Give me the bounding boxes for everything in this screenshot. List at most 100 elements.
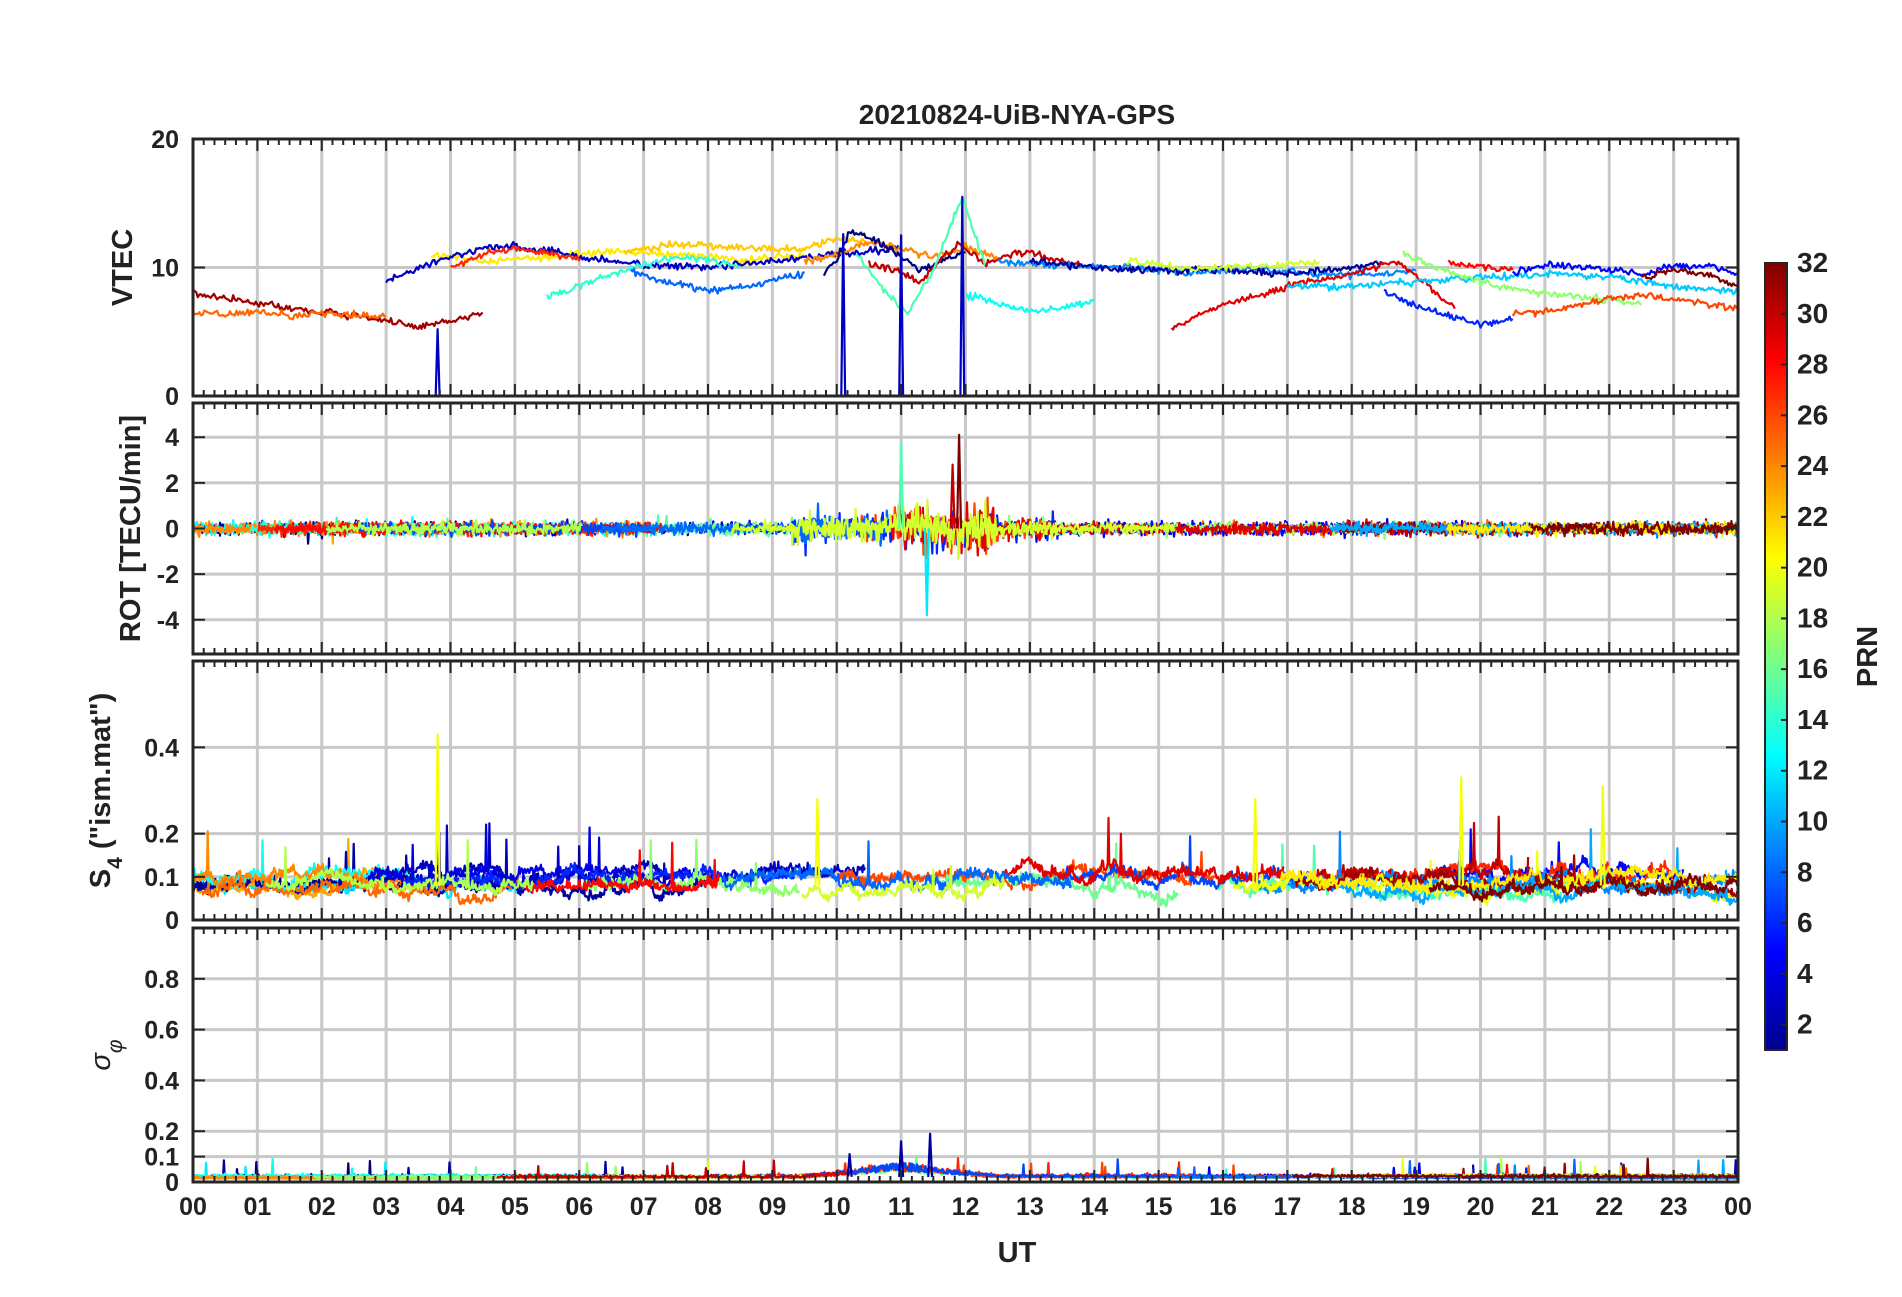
series-line-prn-14 xyxy=(546,253,741,300)
colorbar-tick-label: 30 xyxy=(1797,298,1828,329)
y-axis-label-vtec: VTEC xyxy=(107,229,139,306)
series-line-prn-29 xyxy=(1003,816,1285,887)
series-line-prn-18 xyxy=(264,839,534,896)
panel-vtec: 0 10 20 VTEC xyxy=(107,126,1740,411)
colorbar-tick-label: 32 xyxy=(1797,247,1828,278)
y-tick-label: 2 xyxy=(165,470,179,498)
y-tick-label: 10 xyxy=(151,255,179,283)
series-line-prn-19 xyxy=(730,498,1176,561)
x-tick-label: 01 xyxy=(243,1193,271,1221)
y-tick-label: 0.1 xyxy=(144,864,179,892)
series-line-prn-25 xyxy=(193,308,387,321)
colorbar-tick-label: 16 xyxy=(1797,653,1828,684)
series-line-prn-17 xyxy=(584,838,801,898)
series-line-prn-2 xyxy=(846,1153,853,1177)
y-tick-label: -2 xyxy=(157,561,179,589)
x-tick-label: 07 xyxy=(630,1193,658,1221)
y-tick-label: 4 xyxy=(165,424,179,452)
series-line-prn-29 xyxy=(1170,260,1456,331)
series-group-vtec xyxy=(193,195,1738,396)
y-tick-label: 0.2 xyxy=(144,1118,179,1146)
x-axis-label: UT xyxy=(998,1237,1037,1269)
series-line-prn-13 xyxy=(965,291,1095,315)
series-line-prn-32 xyxy=(1640,267,1738,288)
colorbar-tick-label: 22 xyxy=(1797,501,1828,532)
x-tick-label: 17 xyxy=(1273,1193,1301,1221)
colorbar-tick-label: 10 xyxy=(1797,806,1828,837)
y-tick-label: 0.2 xyxy=(144,821,179,849)
series-line-prn-3 xyxy=(434,328,441,396)
x-tick-label: 23 xyxy=(1660,1193,1688,1221)
series-line-prn-8 xyxy=(722,840,1072,893)
colorbar-tick-label: 18 xyxy=(1797,602,1828,633)
series-line-prn-3 xyxy=(959,195,966,396)
series-line-prn-19 xyxy=(801,864,1006,903)
x-tick-label: 00 xyxy=(179,1193,207,1221)
series-line-prn-15 xyxy=(898,443,905,529)
series-line-prn-8 xyxy=(629,267,805,295)
series-line-prn-28 xyxy=(524,841,720,894)
series-line-prn-11 xyxy=(1286,269,1738,296)
series-group-rot xyxy=(193,433,1738,617)
x-tick-label: 05 xyxy=(501,1193,529,1221)
y-tick-label: 0.1 xyxy=(144,1144,179,1172)
series-line-prn-12 xyxy=(923,528,930,617)
colorbar-tick-label: 24 xyxy=(1797,450,1829,481)
colorbar-tick-label: 12 xyxy=(1797,755,1828,786)
series-line-prn-18 xyxy=(325,519,583,538)
series-line-prn-22 xyxy=(623,234,870,255)
x-tick-label: 06 xyxy=(565,1193,593,1221)
series-group-s4 xyxy=(193,733,1738,908)
series-line-prn-21 xyxy=(1279,864,1738,895)
series-line-prn-2 xyxy=(927,1132,934,1177)
chart-title: 20210824-UiB-NYA-GPS xyxy=(859,99,1175,130)
series-line-prn-32 xyxy=(956,433,963,529)
colorbar-tick-label: 20 xyxy=(1797,552,1828,583)
x-tick-label: 03 xyxy=(372,1193,400,1221)
x-tick-label: 15 xyxy=(1145,1193,1173,1221)
y-axis-label-rot: ROT [TECU/min] xyxy=(115,415,147,642)
y-tick-label: 0 xyxy=(165,907,179,935)
colorbar-tick-label: 8 xyxy=(1797,856,1813,887)
series-line-prn-26 xyxy=(1511,292,1738,318)
series-line-prn-30 xyxy=(867,240,1083,285)
panel-s4: 0 0.1 0.2 0.4 S4 ("ism.mat") xyxy=(85,659,1740,935)
x-tick-label: 02 xyxy=(308,1193,336,1221)
colorbar-tick-label: 14 xyxy=(1797,704,1829,735)
colorbar-tick-label: 26 xyxy=(1797,399,1828,430)
x-tick-label: 10 xyxy=(823,1193,851,1221)
colorbar-tick-label: 6 xyxy=(1797,907,1813,938)
series-line-prn-20 xyxy=(1252,798,1259,886)
y-axis-label-sigma: σφ xyxy=(85,1039,127,1071)
series-line-prn-20 xyxy=(434,733,441,886)
colorbar-tick-label: 28 xyxy=(1797,349,1828,380)
series-line-prn-32 xyxy=(1428,865,1738,903)
x-tick-label: 12 xyxy=(952,1193,980,1221)
series-line-prn-32 xyxy=(1292,1157,1738,1179)
y-tick-label: 0 xyxy=(165,1169,179,1197)
series-line-prn-2 xyxy=(898,1140,905,1177)
y-tick-label: 0.4 xyxy=(144,1067,179,1095)
y-tick-label: 0.8 xyxy=(144,966,179,994)
y-tick-label: 0 xyxy=(165,516,179,544)
series-line-prn-20 xyxy=(1458,776,1465,886)
series-line-prn-20 xyxy=(1599,785,1606,886)
series-line-prn-6 xyxy=(1383,288,1514,329)
series-line-prn-5 xyxy=(1511,260,1738,277)
series-line-prn-31 xyxy=(193,289,484,330)
x-tick-label: 20 xyxy=(1467,1193,1495,1221)
y-tick-label: 0 xyxy=(165,383,179,411)
series-line-prn-27 xyxy=(449,244,581,268)
x-tick-label: 00 xyxy=(1724,1193,1752,1221)
colorbar-label: PRN xyxy=(1852,626,1884,687)
y-axis-label-s4: S4 ("ism.mat") xyxy=(85,693,127,889)
x-tick-label: 14 xyxy=(1080,1193,1108,1221)
x-tick-label: 04 xyxy=(437,1193,465,1221)
y-tick-label: 20 xyxy=(151,126,179,154)
x-tick-label: 11 xyxy=(888,1193,915,1221)
x-tick-label: 19 xyxy=(1402,1193,1430,1221)
